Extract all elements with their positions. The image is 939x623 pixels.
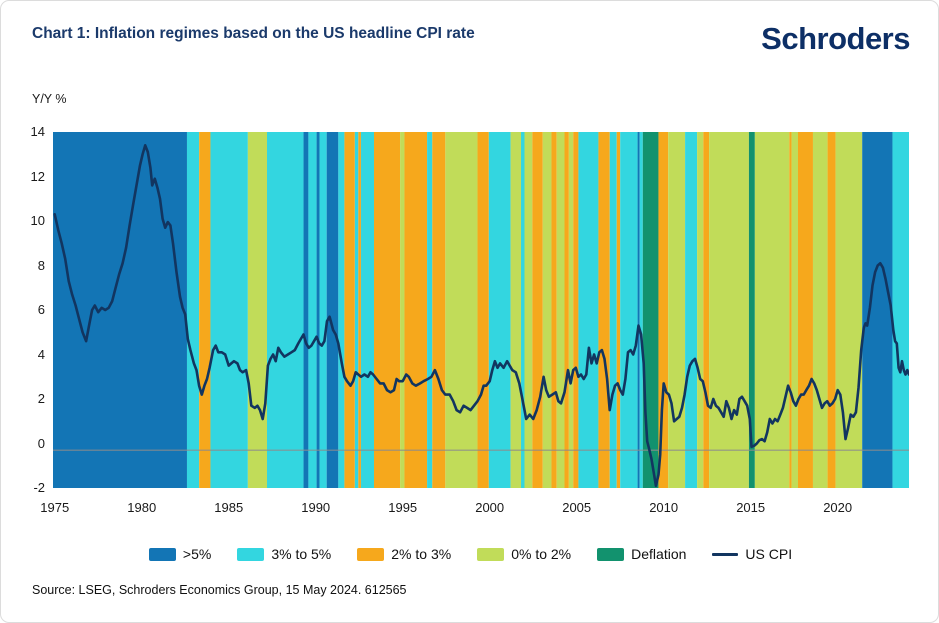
legend-label: 3% to 5%	[271, 546, 332, 562]
inflation-regimes-chart	[53, 132, 909, 488]
us-cpi-line-icon	[712, 552, 739, 556]
y-tick-label: 8	[37, 257, 45, 273]
x-tick-label: 2020	[823, 500, 853, 515]
y-tick-label: 10	[30, 213, 45, 228]
x-tick-label: 1980	[127, 500, 157, 515]
y-tick-label: 12	[30, 168, 45, 184]
legend-item-0to2: 0% to 2%	[477, 546, 571, 562]
legend-label: >5%	[182, 546, 212, 562]
y-tick-label: 14	[30, 124, 45, 139]
legend-label: 0% to 2%	[511, 546, 572, 562]
legend-label: US CPI	[745, 546, 793, 562]
legend-item-2to3: 2% to 3%	[357, 546, 451, 562]
legend-item-3to5: 3% to 5%	[237, 546, 331, 562]
regime-3to5-swatch-icon	[237, 547, 265, 561]
legend-item-gt5: >5%	[148, 546, 212, 562]
regime-0to2-swatch-icon	[477, 547, 505, 561]
regime-deflation-swatch-icon	[597, 547, 625, 561]
x-tick-label: 1990	[301, 500, 331, 515]
x-tick-label: 2015	[736, 500, 766, 515]
y-tick-label: -2	[33, 480, 45, 495]
y-tick-label: 0	[37, 435, 45, 451]
legend-item-deflation: Deflation	[597, 546, 686, 562]
legend: >5% 3% to 5% 2% to 3% 0% to 2% Deflation…	[1, 546, 938, 562]
source-note: Source: LSEG, Schroders Economics Group,…	[32, 583, 407, 597]
x-tick-label: 1985	[214, 500, 244, 515]
x-tick-label: 1975	[40, 500, 70, 515]
x-tick-label: 1995	[388, 500, 418, 515]
x-tick-label: 2010	[649, 500, 679, 515]
chart-title: Chart 1: Inflation regimes based on the …	[32, 25, 475, 42]
legend-item-us-cpi: US CPI	[712, 546, 792, 562]
y-tick-label: 2	[37, 391, 45, 406]
x-tick-label: 2005	[562, 500, 592, 515]
regime-2to3-swatch-icon	[357, 547, 385, 561]
y-tick-label: 6	[37, 302, 45, 317]
regime-gt5-swatch-icon	[148, 547, 176, 561]
y-tick-label: 4	[37, 346, 45, 362]
y-axis-unit-label: Y/Y %	[32, 92, 67, 106]
x-tick-label: 2000	[475, 500, 505, 515]
schroders-logo: Schroders	[761, 21, 910, 56]
legend-label: 2% to 3%	[391, 546, 452, 562]
legend-label: Deflation	[631, 546, 687, 562]
